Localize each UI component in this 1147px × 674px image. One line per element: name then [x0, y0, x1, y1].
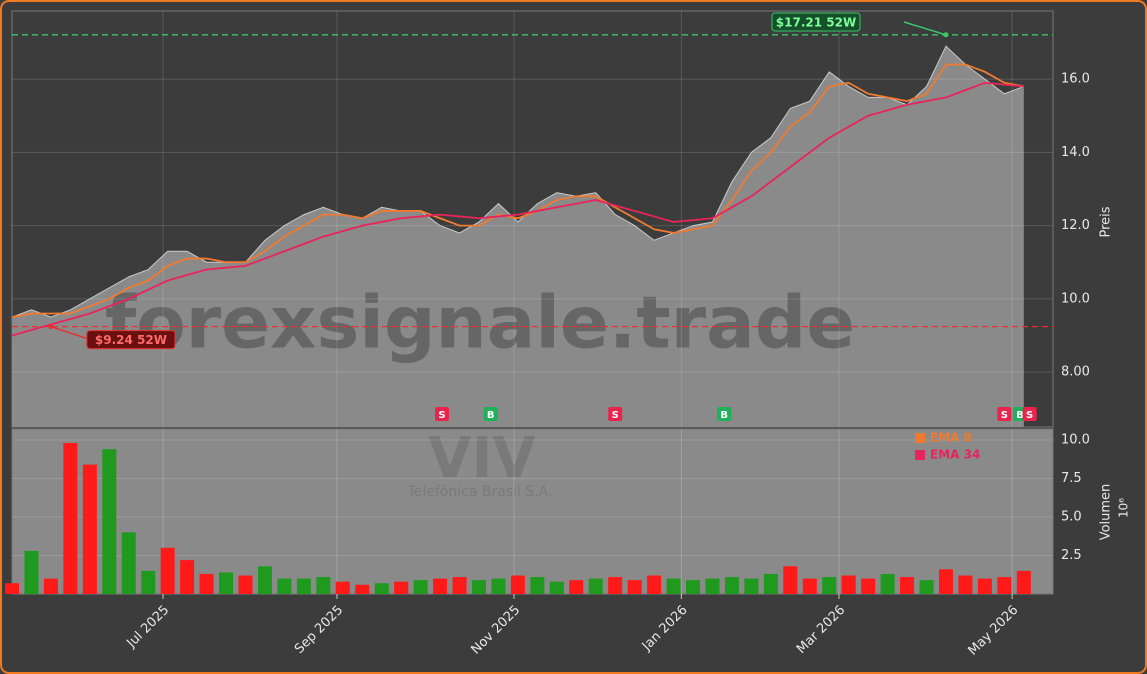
volume-bar	[121, 532, 136, 594]
symbol-watermark: VIV	[428, 426, 536, 491]
volume-bar	[530, 577, 545, 594]
y2-tick-label: 5.0	[1061, 509, 1082, 524]
volume-bar	[647, 575, 662, 594]
volume-bar	[861, 578, 876, 594]
volume-bar	[724, 577, 739, 594]
annotation-label: $9.24 52W	[95, 333, 167, 347]
annotation-arrow	[50, 325, 92, 341]
y2-tick-label: 7.5	[1061, 471, 1082, 486]
volume-bar	[997, 577, 1012, 594]
volume-bar	[880, 573, 895, 594]
volume-bar	[783, 566, 798, 594]
volume-bar	[277, 578, 292, 594]
signal-label: B	[720, 410, 728, 421]
volume-bar	[686, 580, 701, 594]
y-axis-label: Preis	[1099, 206, 1114, 237]
volume-bar	[219, 572, 234, 594]
volume-bar	[763, 573, 778, 594]
annotation-box	[771, 12, 861, 32]
annotation-box	[86, 330, 176, 350]
volume-bar	[316, 577, 331, 594]
volume-bar	[900, 577, 915, 594]
volume-bar	[82, 464, 97, 594]
ema-line	[11, 81, 1024, 337]
volume-bar	[471, 580, 486, 594]
signal-marker	[717, 407, 732, 421]
y-tick-label: 12.0	[1061, 218, 1090, 233]
volume-bar	[705, 578, 720, 594]
annotation-point	[943, 32, 949, 38]
volume-bar	[841, 575, 856, 594]
volume-bar	[180, 560, 195, 594]
volume-bar	[355, 584, 370, 594]
signal-label: S	[612, 410, 619, 421]
volume-bar	[822, 577, 837, 594]
signal-label: B	[487, 410, 495, 421]
company-watermark: Telefônica Brasil S.A.	[407, 484, 553, 500]
close-line	[11, 45, 1024, 318]
y-tick-label: 10.0	[1061, 291, 1090, 306]
annotation-arrow	[903, 21, 947, 36]
y2-scale-label: 10⁶	[1117, 498, 1131, 518]
volume-bar	[141, 570, 156, 594]
y2-tick-label: 10.0	[1061, 432, 1090, 447]
y2-axis-label: Volumen	[1099, 484, 1114, 541]
signal-marker	[483, 407, 498, 421]
volume-bar	[977, 578, 992, 594]
y-tick-label: 16.0	[1061, 72, 1090, 87]
volume-bar	[958, 575, 973, 594]
volume-bar	[102, 449, 117, 594]
volume-bar	[394, 581, 409, 594]
legend-swatch	[915, 433, 925, 443]
volume-bar	[510, 575, 525, 594]
annotation-point	[48, 324, 54, 330]
signal-marker	[1022, 407, 1037, 421]
signal-label: S	[1026, 410, 1033, 421]
volume-bar	[24, 550, 39, 594]
y-tick-label: 8.00	[1061, 365, 1090, 380]
y-tick-label: 14.0	[1061, 145, 1090, 160]
volume-bar	[569, 580, 584, 594]
volume-bar	[433, 578, 448, 594]
annotation-label: $17.21 52W	[776, 16, 856, 30]
volume-bar	[374, 583, 389, 594]
legend-swatch	[915, 450, 925, 460]
legend-label: EMA 34	[930, 448, 980, 462]
volume-bar	[257, 566, 272, 594]
watermark: forexsignale.trade	[105, 281, 855, 365]
volume-bar	[802, 578, 817, 594]
volume-bar	[160, 547, 175, 594]
signal-label: B	[1016, 410, 1024, 421]
signal-marker	[997, 407, 1012, 421]
volume-bar	[1016, 570, 1031, 594]
volume-bar	[296, 578, 311, 594]
y2-tick-label: 2.5	[1061, 548, 1082, 563]
volume-bar	[608, 577, 623, 594]
volume-bar	[63, 443, 78, 594]
signal-marker	[435, 407, 450, 421]
price-area	[12, 46, 1024, 427]
signal-marker	[608, 407, 623, 421]
volume-bar	[919, 580, 934, 594]
signal-label: S	[438, 410, 445, 421]
volume-bar	[4, 583, 20, 594]
signal-label: S	[1001, 410, 1008, 421]
volume-bar	[938, 569, 953, 594]
volume-bar	[627, 580, 642, 594]
volume-bar	[588, 578, 603, 594]
ema-line	[11, 63, 1024, 319]
volume-bar	[43, 578, 58, 594]
volume-bar	[413, 580, 428, 594]
legend-label: EMA 8	[930, 431, 972, 445]
volume-bar	[744, 578, 759, 594]
volume-bar	[491, 578, 506, 594]
volume-bar	[238, 575, 253, 594]
volume-bar	[549, 581, 564, 594]
volume-bar	[452, 577, 467, 594]
volume-bar	[199, 573, 214, 594]
volume-bar	[335, 581, 350, 594]
volume-bar	[666, 578, 681, 594]
